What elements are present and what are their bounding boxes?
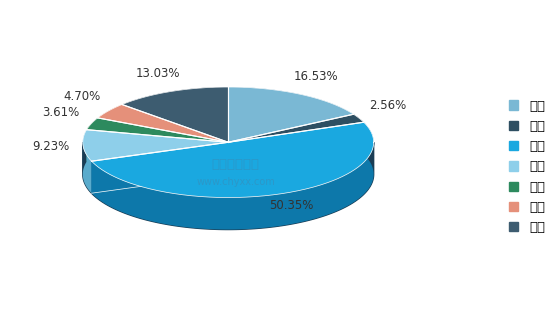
- Polygon shape: [98, 118, 228, 174]
- Polygon shape: [92, 142, 228, 193]
- Text: www.chyxx.com: www.chyxx.com: [196, 177, 275, 187]
- Polygon shape: [122, 87, 228, 137]
- Text: 9.23%: 9.23%: [33, 140, 70, 153]
- Polygon shape: [98, 118, 228, 174]
- Text: 13.03%: 13.03%: [135, 67, 180, 79]
- Polygon shape: [98, 105, 228, 142]
- Polygon shape: [87, 130, 228, 174]
- Polygon shape: [83, 130, 228, 161]
- Polygon shape: [92, 142, 228, 193]
- Polygon shape: [228, 122, 364, 174]
- Legend: 华北, 东北, 华东, 华中, 华南, 西南, 西北: 华北, 东北, 华东, 华中, 华南, 西南, 西北: [504, 95, 550, 239]
- Polygon shape: [228, 114, 353, 174]
- Text: 3.61%: 3.61%: [43, 106, 80, 119]
- Polygon shape: [98, 105, 122, 150]
- Text: 50.35%: 50.35%: [269, 199, 313, 212]
- Polygon shape: [92, 122, 374, 229]
- Polygon shape: [228, 87, 353, 142]
- Polygon shape: [122, 105, 228, 174]
- Text: 中国产业信息: 中国产业信息: [211, 158, 259, 171]
- Text: 4.70%: 4.70%: [64, 90, 101, 103]
- Polygon shape: [228, 122, 364, 174]
- Polygon shape: [228, 114, 353, 174]
- Polygon shape: [83, 142, 374, 229]
- Polygon shape: [92, 122, 374, 197]
- Text: 2.56%: 2.56%: [369, 99, 406, 112]
- Polygon shape: [87, 118, 98, 162]
- Polygon shape: [228, 114, 364, 142]
- Text: 16.53%: 16.53%: [294, 70, 338, 83]
- Polygon shape: [87, 118, 228, 142]
- Polygon shape: [122, 87, 228, 142]
- Polygon shape: [87, 130, 228, 174]
- Polygon shape: [83, 130, 92, 193]
- Polygon shape: [353, 114, 364, 154]
- Polygon shape: [122, 105, 228, 174]
- Polygon shape: [228, 87, 353, 146]
